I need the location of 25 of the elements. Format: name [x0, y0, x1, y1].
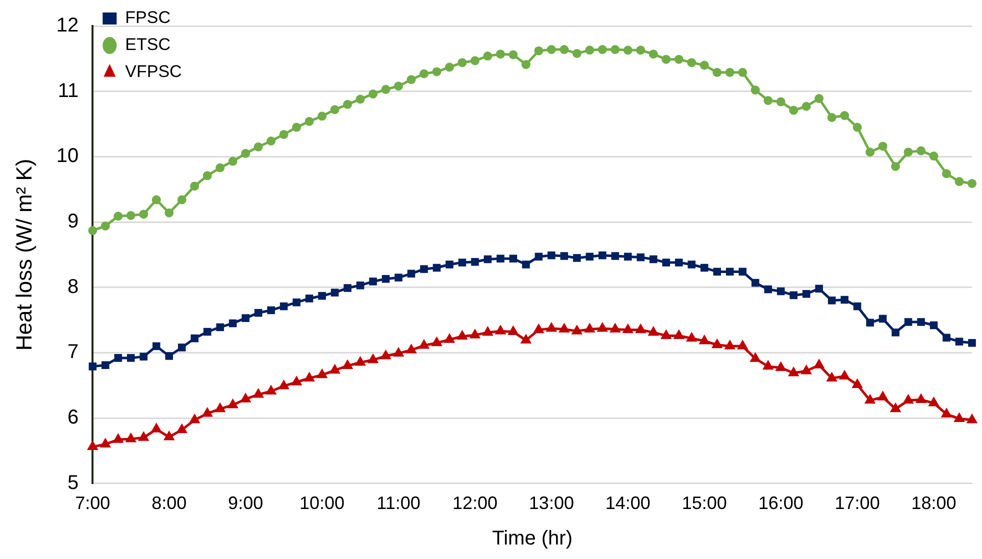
x-tick-label: 9:00 [228, 493, 264, 514]
x-axis-title: Time (hr) [492, 528, 573, 550]
x-tick-label: 14:00 [605, 493, 650, 514]
x-tick-label: 15:00 [682, 493, 727, 514]
y-tick-label: 7 [68, 341, 79, 364]
y-tick-label: 9 [68, 210, 79, 233]
x-tick-label: 18:00 [911, 493, 956, 514]
y-tick-label: 5 [68, 472, 79, 494]
x-tick-label: 16:00 [758, 493, 804, 514]
y-tick-label: 12 [56, 14, 79, 37]
x-tick-label: 11:00 [376, 493, 420, 514]
x-tick-label: 12:00 [452, 493, 498, 514]
x-tick-label: 17:00 [834, 493, 880, 514]
legend-label: VFPSC [125, 62, 182, 82]
y-tick-label: 8 [68, 276, 79, 298]
y-tick-label: 6 [68, 406, 79, 429]
y-axis-title: Heat loss (W/ m² K) [11, 158, 36, 351]
y-tick-label: 11 [58, 80, 79, 102]
y-tick-label: 10 [56, 145, 79, 168]
x-tick-label: 13:00 [528, 493, 574, 514]
x-tick-label: 8:00 [152, 493, 187, 514]
x-tick-label: 7:00 [75, 493, 110, 514]
legend-label: FPSC [125, 8, 170, 28]
x-tick-label: 10:00 [300, 493, 345, 514]
legend-label: ETSC [125, 35, 170, 54]
